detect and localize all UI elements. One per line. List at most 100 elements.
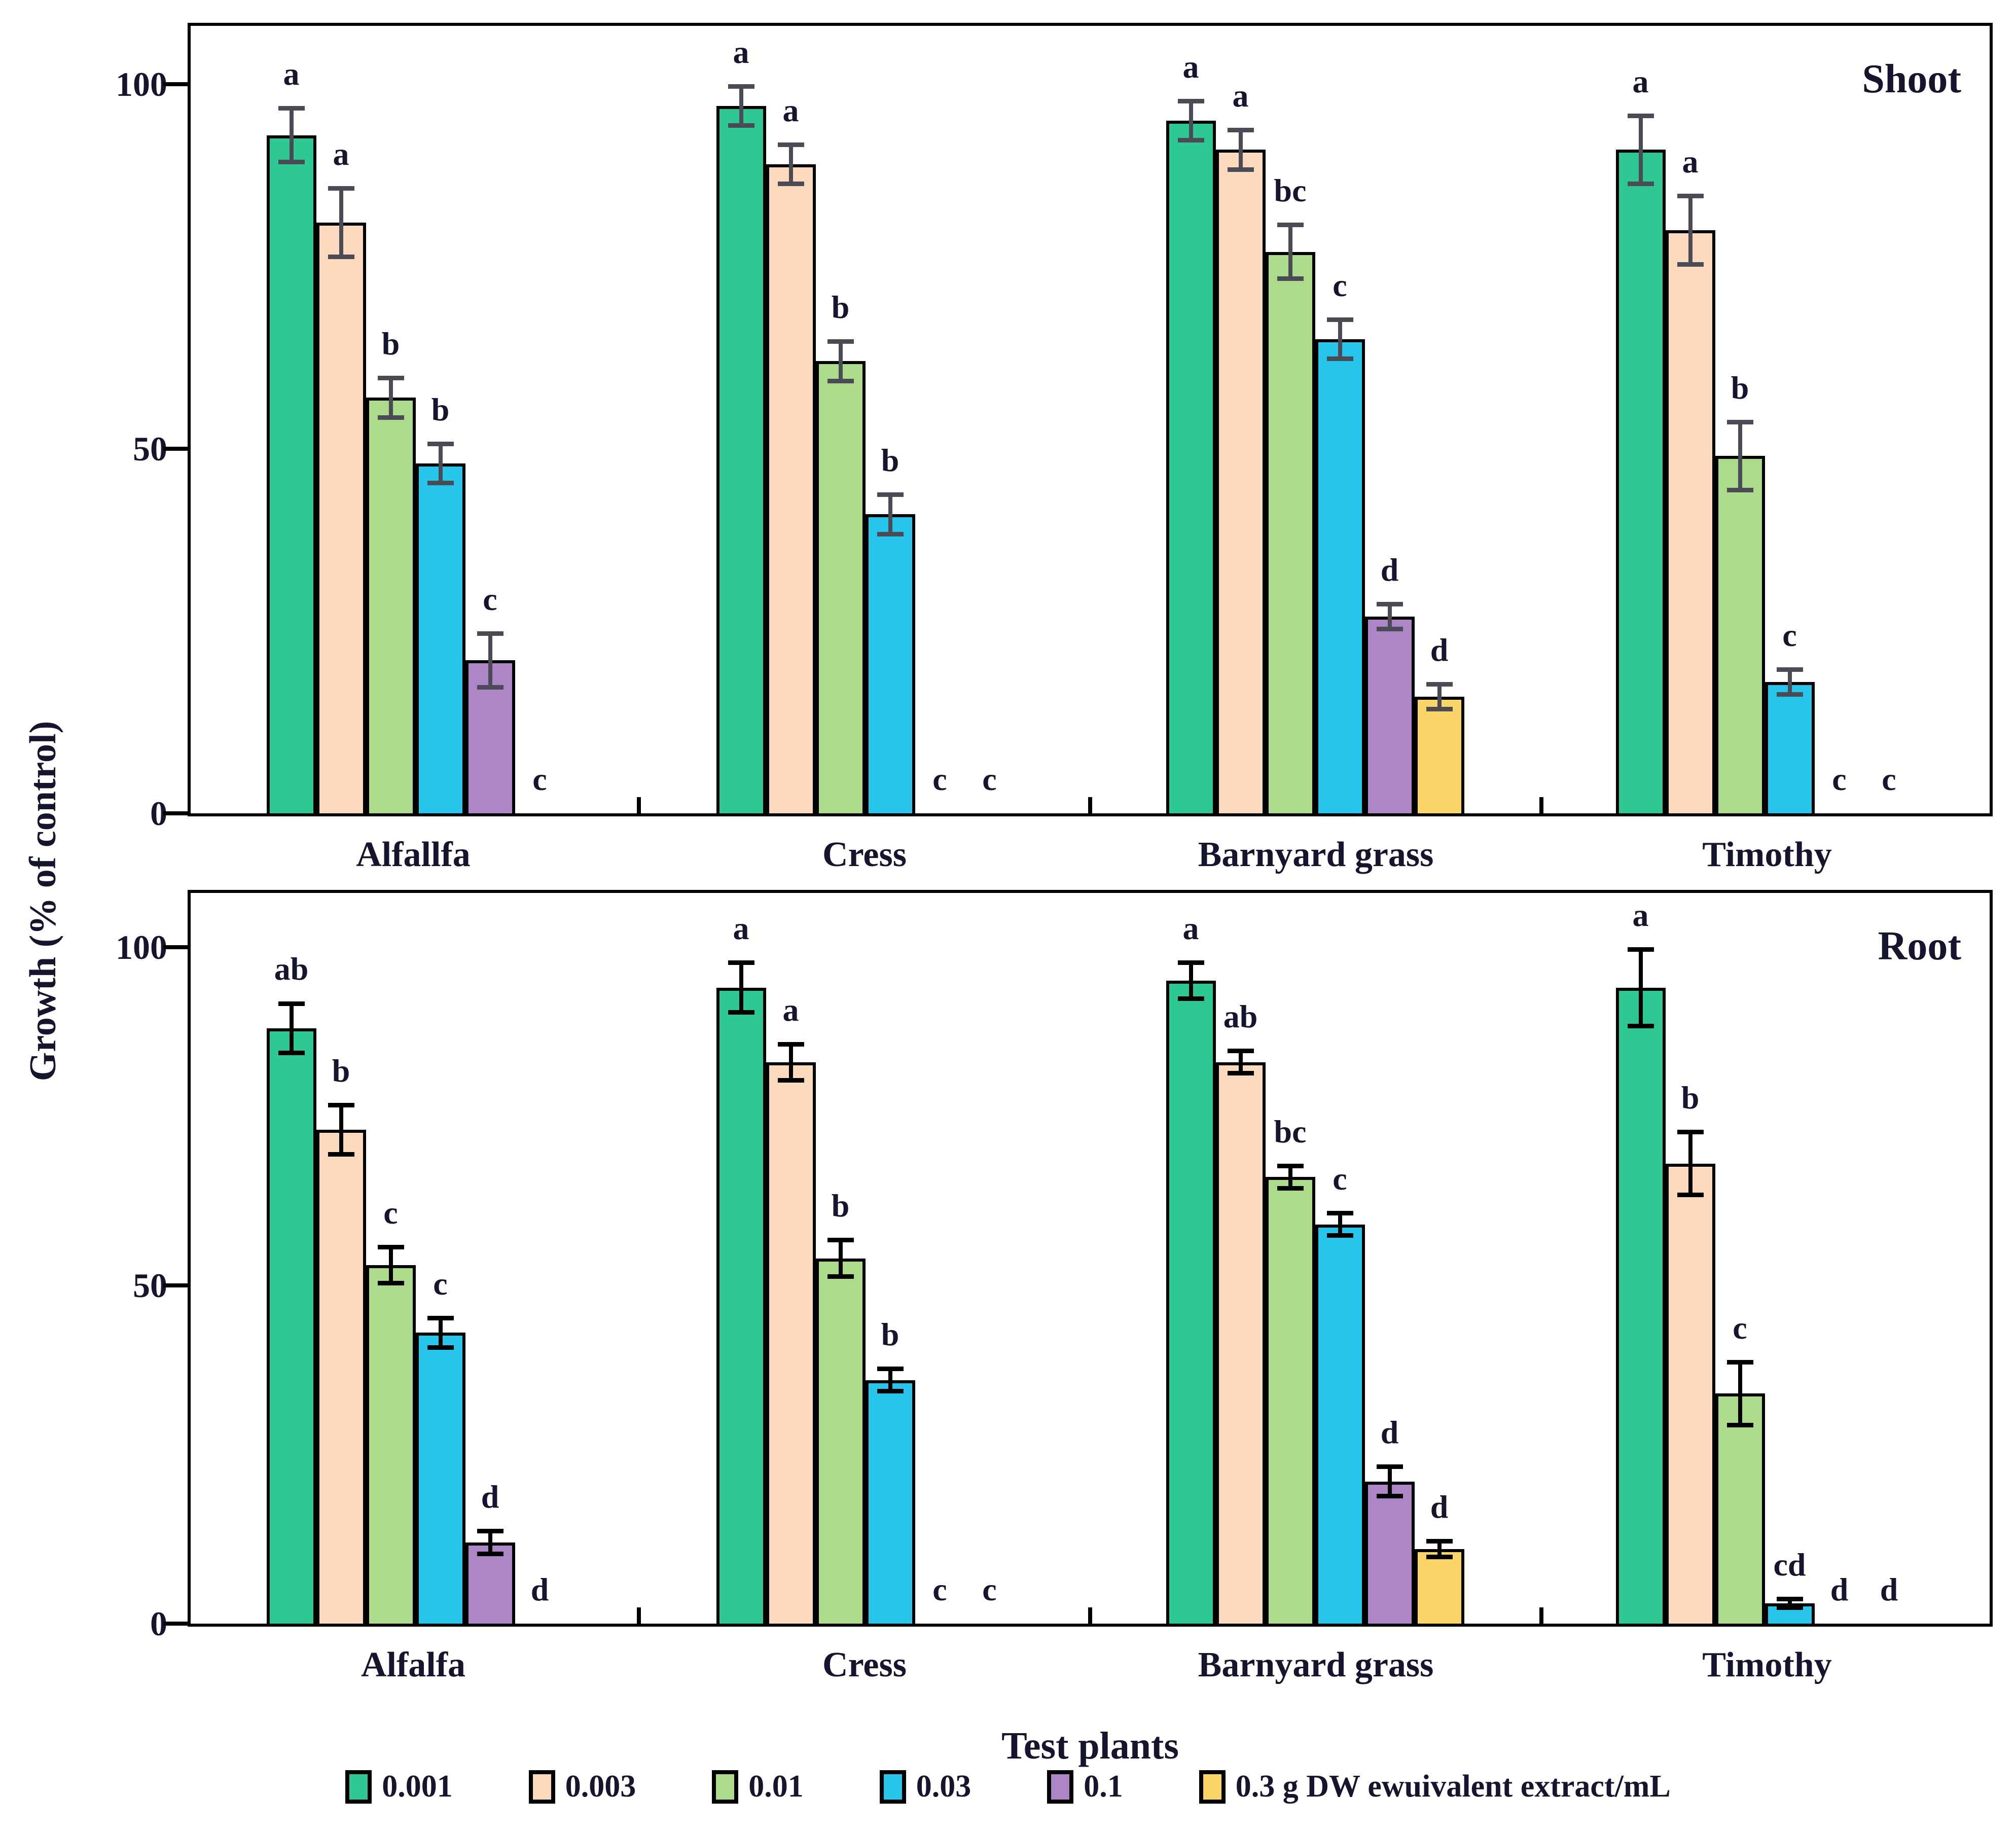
bar-slot: a — [716, 893, 766, 1624]
sig-letter: c — [932, 761, 947, 797]
sig-letter: b — [831, 289, 850, 326]
error-bar — [1376, 1464, 1403, 1499]
group-label: Cress — [822, 835, 907, 874]
y-tick-label: 100 — [116, 927, 167, 966]
bar-slot: a — [316, 26, 366, 813]
legend-label: 0.3 g DW ewuivalent extract/mL — [1235, 1769, 1671, 1804]
group-label: Barnyard grass — [1198, 835, 1434, 874]
legend-label: 0.001 — [382, 1769, 453, 1804]
legend-swatch — [1199, 1770, 1226, 1804]
bar — [1414, 1549, 1464, 1624]
bar-slot: c — [1715, 893, 1765, 1624]
legend-item: 0.003 — [528, 1769, 636, 1805]
bar — [1715, 456, 1765, 813]
panel-root: ab b c c d d a a b b c c a ab bc c d d a b c cd d d Root — [188, 890, 1993, 1627]
group-label: Barnyard grass — [1198, 1645, 1434, 1684]
bar-slot: ab — [266, 893, 316, 1624]
sig-letter: c — [483, 581, 497, 617]
bar-slot: b — [415, 26, 465, 813]
bar-slot: a — [1615, 26, 1666, 813]
bar-slot: c — [1765, 26, 1815, 813]
sig-letter: b — [1731, 369, 1749, 406]
bar — [1215, 1062, 1266, 1624]
bar-slot: b — [815, 893, 866, 1624]
sig-letter: d — [1430, 1489, 1449, 1525]
y-tick-label: 0 — [150, 1604, 167, 1643]
bar-group: ab b c c d d — [191, 893, 640, 1624]
sig-letter: c — [982, 1571, 997, 1607]
group-label: Cress — [822, 1645, 907, 1684]
bar-slot: ab — [1215, 893, 1266, 1624]
bar — [1715, 1393, 1765, 1624]
bar — [1665, 230, 1715, 813]
sig-letter: b — [881, 442, 899, 479]
bar — [1364, 1481, 1415, 1624]
error-bar — [827, 339, 854, 383]
sig-letter: d — [1880, 1571, 1898, 1607]
bar-slot: c — [1815, 26, 1864, 813]
sig-letter: a — [283, 56, 300, 92]
x-tick-mark — [1088, 1607, 1092, 1624]
legend-label: 0.03 — [916, 1769, 971, 1804]
bar-slot: a — [716, 26, 766, 813]
bar-slot: d — [1414, 26, 1464, 813]
bar — [1315, 339, 1365, 813]
bar-slot: d — [1364, 26, 1415, 813]
sig-letter: b — [1681, 1080, 1700, 1116]
bar-slot: b — [865, 26, 915, 813]
bar-slot: a — [1166, 893, 1216, 1624]
legend-label: 0.01 — [748, 1769, 804, 1804]
bar-slot: d — [1414, 893, 1464, 1624]
x-tick-mark — [1088, 797, 1092, 813]
bar-group: a b c cd d d — [1540, 893, 1990, 1624]
bar — [366, 1265, 416, 1624]
y-tick-mark — [163, 811, 188, 815]
sig-letter: a — [733, 910, 749, 947]
bar — [815, 1258, 866, 1624]
sig-letter: ab — [274, 951, 309, 987]
error-bar — [278, 1001, 305, 1056]
error-bar — [877, 1367, 904, 1394]
error-bar — [777, 1042, 804, 1083]
group-label: Timothy — [1702, 1645, 1832, 1684]
bar — [865, 1380, 915, 1624]
sig-letter: b — [831, 1188, 850, 1224]
error-bar — [1326, 1211, 1353, 1238]
bar-slot: c — [965, 893, 1015, 1624]
bar-slot: d — [1815, 893, 1864, 1624]
sig-letter: a — [1632, 896, 1649, 933]
bar-slot: d — [515, 893, 565, 1624]
legend-label: 0.1 — [1084, 1769, 1123, 1804]
error-bar — [377, 1244, 404, 1285]
legend-swatch — [712, 1770, 739, 1804]
bar — [1615, 987, 1666, 1624]
bar — [1166, 981, 1216, 1624]
y-tick-mark — [163, 447, 188, 451]
sig-letter: b — [881, 1316, 899, 1352]
error-bar — [1177, 98, 1204, 143]
group-label: Alfallfa — [356, 835, 471, 874]
legend-item: 0.3 g DW ewuivalent extract/mL — [1199, 1769, 1671, 1805]
legend-item: 0.01 — [712, 1769, 804, 1805]
sig-letter: c — [1832, 761, 1847, 797]
sig-letter: b — [332, 1052, 350, 1089]
legend-swatch — [528, 1770, 555, 1804]
bar — [1665, 1163, 1715, 1624]
legend-swatch — [345, 1770, 372, 1804]
bar — [1315, 1224, 1365, 1624]
bar-slot: b — [865, 893, 915, 1624]
sig-letter: c — [433, 1265, 448, 1302]
bar — [266, 135, 316, 813]
sig-letter: bc — [1274, 172, 1307, 209]
bar-slot: b — [815, 26, 866, 813]
bar — [266, 1028, 316, 1624]
bar-group: a a bc c d d — [1090, 26, 1540, 813]
error-bar — [1426, 682, 1453, 711]
error-bar — [427, 441, 454, 486]
sig-letter: a — [333, 136, 349, 172]
error-bar — [427, 1315, 454, 1350]
shoot-plot-area: a a b b c c a a b b c c a a bc c d d a a b c c c — [191, 26, 1990, 813]
